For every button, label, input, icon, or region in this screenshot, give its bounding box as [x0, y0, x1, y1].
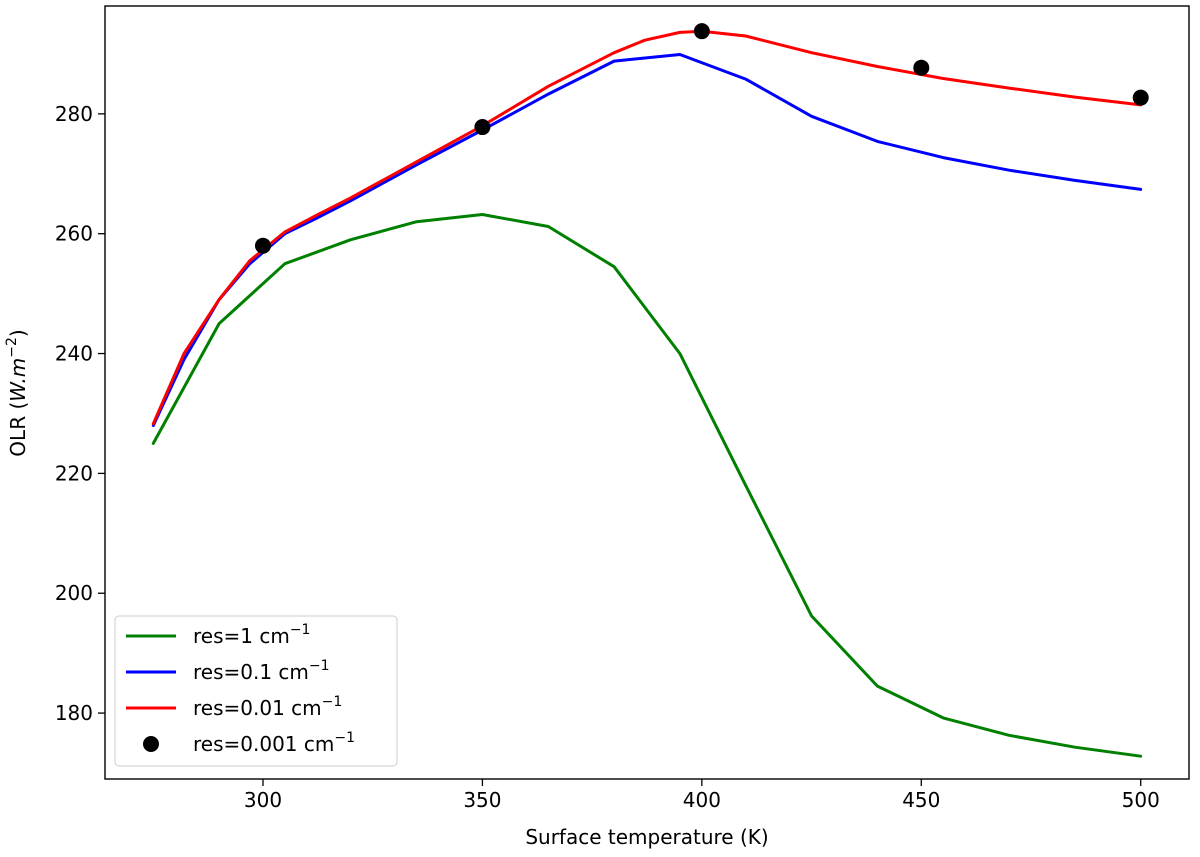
legend-label-sup: −1: [309, 658, 330, 674]
legend-label-text: res=0.01 cm: [193, 696, 322, 720]
x-tick-label: 350: [463, 788, 501, 812]
legend-label: res=0.1 cm−1: [193, 658, 330, 684]
series-line: [151, 213, 1143, 758]
y-axis-label: OLR (W.m−2): [4, 329, 30, 456]
x-axis-ticks: 300 350 400 450 500: [244, 779, 1160, 812]
legend-label: res=0.001 cm−1: [193, 730, 355, 756]
x-tick-label: 450: [902, 788, 940, 812]
plot-frame: [104, 5, 1190, 780]
series-line: [151, 53, 1143, 427]
series-layer: [151, 23, 1149, 758]
y-tick-label: 240: [55, 342, 93, 366]
x-tick-label: 500: [1122, 788, 1160, 812]
x-axis-label: Surface temperature (K): [525, 825, 768, 849]
data-point-marker: [693, 23, 710, 40]
y-axis-label-prefix: OLR (: [6, 402, 30, 457]
legend-box: [114, 615, 398, 767]
y-tick-label: 200: [55, 581, 93, 605]
data-point-marker: [1132, 89, 1149, 106]
legend-label-sup: −1: [322, 694, 343, 710]
y-axis-label-math: W.m: [6, 358, 30, 402]
y-axis-ticks: 180 200 220 240 260 280: [55, 102, 105, 725]
y-tick-label: 260: [55, 222, 93, 246]
legend-label-text: res=1 cm: [193, 624, 290, 648]
legend-label-sup: −1: [290, 622, 311, 638]
y-tick-label: 280: [55, 102, 93, 126]
legend-label-text: res=0.001 cm: [193, 732, 334, 756]
y-tick-label: 220: [55, 461, 93, 485]
legend-label: res=1 cm−1: [193, 622, 310, 648]
data-point-marker: [474, 119, 491, 136]
data-point-marker: [913, 59, 930, 76]
y-tick-label: 180: [55, 701, 93, 725]
x-tick-label: 300: [244, 788, 282, 812]
x-tick-label: 400: [683, 788, 721, 812]
y-axis-label-sup: −2: [4, 337, 20, 358]
data-point-marker: [254, 237, 271, 254]
legend-label-sup: −1: [334, 730, 355, 746]
legend-marker-swatch: [143, 736, 159, 752]
legend-label: res=0.01 cm−1: [193, 694, 342, 720]
y-axis-label-suffix: ): [6, 329, 30, 337]
legend-label-text: res=0.1 cm: [193, 660, 309, 684]
